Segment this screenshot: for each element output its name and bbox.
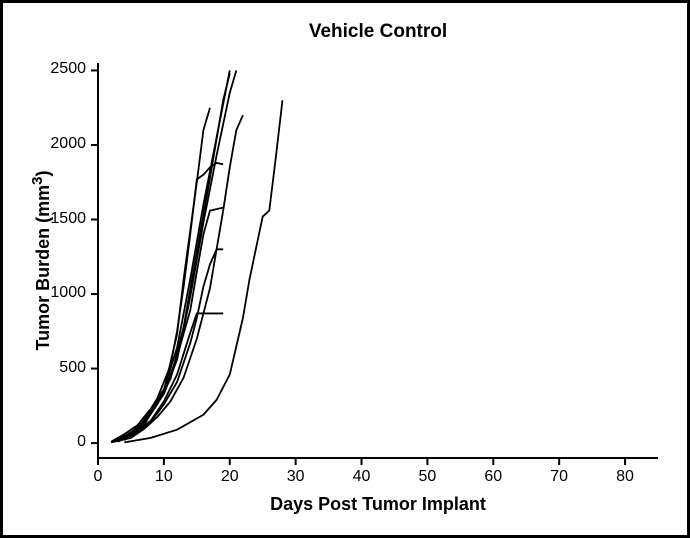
plot-area bbox=[98, 63, 658, 458]
x-tick-label: 30 bbox=[276, 468, 316, 486]
x-tick-label: 50 bbox=[407, 468, 447, 486]
x-tick-label: 40 bbox=[342, 468, 382, 486]
series-line bbox=[111, 208, 223, 442]
x-tick-label: 60 bbox=[473, 468, 513, 486]
x-tick-label: 20 bbox=[210, 468, 250, 486]
series-line bbox=[124, 100, 282, 442]
series-line bbox=[124, 313, 223, 440]
x-tick-label: 10 bbox=[144, 468, 184, 486]
y-tick-label: 1500 bbox=[38, 210, 86, 228]
y-tick-label: 500 bbox=[38, 359, 86, 377]
series-line bbox=[118, 249, 223, 441]
y-tick-label: 2500 bbox=[38, 60, 86, 78]
x-tick-label: 80 bbox=[605, 468, 645, 486]
y-tick-label: 1000 bbox=[38, 284, 86, 302]
x-axis-label: Days Post Tumor Implant bbox=[98, 494, 658, 515]
chart-title: Vehicle Control bbox=[98, 21, 658, 43]
x-tick-label: 0 bbox=[78, 468, 118, 486]
y-axis-label: Tumor Burden (mm3) bbox=[29, 63, 54, 458]
y-tick-label: 0 bbox=[38, 433, 86, 451]
chart-frame: Vehicle Control Days Post Tumor Implant … bbox=[0, 0, 690, 538]
y-tick-label: 2000 bbox=[38, 135, 86, 153]
x-tick-label: 70 bbox=[539, 468, 579, 486]
